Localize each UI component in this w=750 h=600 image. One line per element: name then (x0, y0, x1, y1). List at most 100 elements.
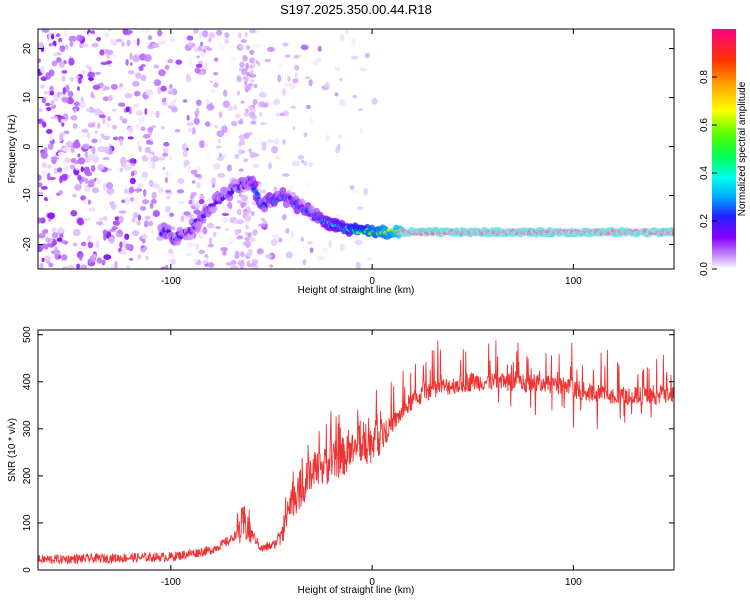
x-tick-label: 100 (565, 276, 582, 287)
spectral-point (72, 123, 78, 129)
spectral-point (45, 128, 53, 135)
spectral-point (186, 122, 194, 127)
spectral-point (236, 75, 241, 82)
spectral-point (94, 71, 101, 75)
spectral-point (145, 255, 149, 261)
spectral-point (106, 123, 111, 127)
spectral-point (238, 193, 243, 198)
spectral-point (140, 126, 146, 132)
spectral-point (40, 243, 49, 251)
spectral-point (190, 242, 197, 247)
spectral-point (50, 45, 57, 50)
spectral-point (362, 187, 369, 196)
spectral-point (244, 77, 249, 83)
spectral-point (102, 229, 108, 236)
spectral-point (143, 188, 147, 197)
spectral-point (90, 164, 96, 173)
spectral-point (165, 189, 172, 193)
spectral-point (519, 227, 528, 238)
spectral-point (289, 82, 296, 90)
spectral-point (80, 241, 87, 247)
x-tick-label: -100 (161, 276, 181, 287)
spectral-point (151, 162, 156, 169)
spectral-point (215, 145, 222, 149)
spectral-point (422, 227, 431, 238)
spectrogram-y-label: Frequency (Hz) (7, 115, 18, 184)
spectral-point (91, 138, 98, 144)
spectral-point (226, 238, 234, 246)
spectral-point (247, 232, 252, 238)
spectral-point (126, 39, 131, 47)
snr-frame (37, 329, 675, 571)
spectral-point (198, 198, 205, 205)
spectral-point (322, 247, 329, 254)
spectral-point (193, 47, 199, 52)
spectral-point (147, 241, 154, 247)
spectral-point (69, 164, 76, 170)
spectral-point (352, 94, 358, 99)
spectral-point (155, 110, 160, 119)
spectral-point (111, 108, 117, 112)
spectral-point (338, 99, 346, 107)
spectral-point (275, 68, 280, 72)
colorbar-gradient (712, 29, 736, 269)
spectral-point (306, 241, 314, 245)
spectral-point (98, 114, 106, 119)
y-tick-label: 0 (22, 143, 33, 149)
spectrogram-frame (37, 28, 675, 270)
spectral-point (305, 180, 312, 189)
spectral-point (87, 179, 95, 187)
spectral-point (47, 212, 56, 220)
spectral-point (216, 29, 223, 36)
spectral-point (132, 217, 136, 223)
spectral-point (47, 164, 52, 169)
spectral-point (615, 227, 624, 238)
spectral-point (121, 118, 128, 124)
spectral-point (186, 241, 192, 249)
spectral-point (197, 45, 203, 52)
spectral-point (222, 216, 228, 224)
spectral-point (470, 227, 479, 238)
spectral-point (207, 262, 215, 268)
spectral-point (549, 227, 558, 238)
colorbar-tick-label: 0.4 (699, 166, 710, 180)
spectral-point (88, 207, 96, 212)
spectral-point (194, 201, 201, 209)
spectral-point (205, 98, 210, 106)
spectral-point (59, 133, 64, 142)
spectral-point (92, 84, 101, 91)
spectral-point (60, 254, 68, 261)
spectral-point (239, 139, 244, 143)
spectral-point (230, 260, 237, 265)
spectral-point (49, 85, 54, 92)
spectral-point (160, 85, 167, 92)
spectral-point (106, 187, 115, 195)
spectral-point (123, 164, 132, 171)
spectral-point (151, 191, 157, 200)
spectral-point (193, 209, 201, 215)
spectral-point (136, 124, 140, 130)
spectral-point (567, 227, 576, 238)
spectral-point (66, 140, 73, 148)
spectral-point (645, 227, 654, 238)
spectral-point (238, 44, 245, 49)
spectral-point (284, 54, 291, 58)
spectral-point (337, 143, 341, 151)
spectral-point (53, 94, 59, 103)
spectral-point (177, 178, 185, 184)
spectral-point (76, 217, 85, 226)
spectral-point (240, 259, 245, 267)
spectral-point (249, 49, 255, 55)
spectral-point (221, 212, 230, 216)
spectral-point (334, 92, 339, 97)
spectral-point (132, 230, 140, 237)
spectral-point (244, 31, 248, 38)
spectral-point (303, 132, 308, 138)
spectral-point (315, 57, 322, 63)
spectral-point (251, 62, 256, 68)
spectral-point (97, 138, 103, 144)
spectral-point (264, 58, 271, 63)
spectral-point (230, 120, 238, 127)
spectral-point (109, 146, 113, 155)
spectral-point (317, 256, 326, 260)
